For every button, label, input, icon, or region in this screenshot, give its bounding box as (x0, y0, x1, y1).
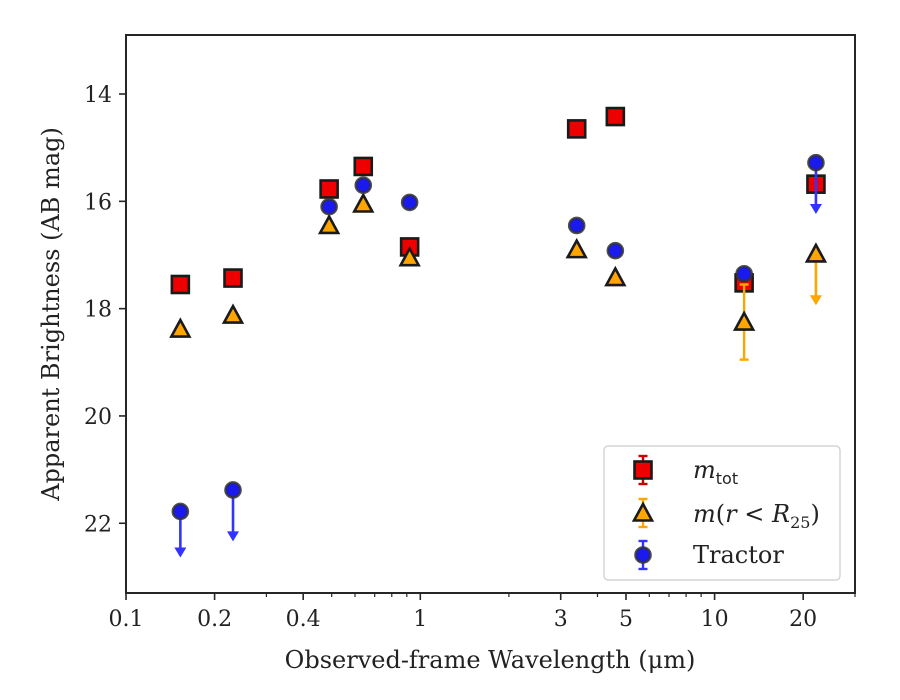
data-marks (169, 106, 828, 558)
y-axis-label: Apparent Brightness (AB mag) (37, 127, 65, 502)
y-tick-label: 22 (84, 512, 112, 537)
data-point (352, 192, 375, 213)
y-tick-label: 20 (84, 405, 112, 430)
data-point (398, 245, 421, 267)
data-point (169, 317, 192, 338)
legend-marker (634, 546, 652, 564)
legend-marker (633, 460, 653, 480)
x-tick-label: 10 (701, 607, 729, 632)
legend-marker (631, 501, 655, 522)
data-point (804, 242, 828, 263)
data-point (735, 264, 753, 283)
data-point (223, 268, 243, 288)
series-1 (169, 192, 828, 361)
x-axis-label: Observed-frame Wavelength (μm) (285, 646, 696, 674)
legend-symbols (631, 454, 655, 571)
x-tick-label: 0.1 (109, 607, 144, 632)
x-tick-label: 3 (554, 607, 568, 632)
data-point (353, 156, 374, 177)
series-2 (171, 153, 825, 558)
plot-frame (125, 34, 856, 594)
data-point (732, 310, 756, 331)
upper-limit-arrow-head (809, 295, 822, 306)
x-tick-label: 1 (413, 607, 427, 632)
upper-limit-arrow-head (174, 547, 187, 558)
upper-limit-arrow-head (809, 204, 822, 215)
data-point (604, 265, 627, 287)
y-tick-label: 18 (84, 298, 112, 323)
legend-label-mtot: mtot (693, 456, 738, 488)
legend-label-mr25: m(r < R25) (693, 500, 820, 532)
data-point (807, 153, 825, 172)
data-point (606, 241, 625, 260)
x-tick-label: 5 (619, 607, 633, 632)
y-tick-label: 14 (84, 83, 112, 108)
x-tick-label: 0.2 (197, 607, 232, 632)
x-tick-label: 0.4 (286, 607, 321, 632)
data-point (605, 106, 626, 127)
data-point (567, 216, 586, 235)
data-point (565, 237, 588, 259)
legend-box (603, 445, 841, 581)
data-point (354, 176, 373, 195)
data-point (400, 193, 419, 212)
data-point (221, 303, 245, 324)
upper-limit-arrow-head (227, 531, 240, 542)
data-point (171, 502, 190, 521)
x-tick-label: 20 (789, 607, 817, 632)
legend-label-tractor: Tractor (693, 541, 784, 569)
legend: mtot m(r < R25) Tractor (603, 445, 841, 581)
data-point (319, 179, 339, 199)
series-0 (170, 106, 826, 295)
axis-ticks: 0.1 0.2 0.4 1 3 5 10 20 14 16 18 20 22 (84, 83, 856, 632)
data-point (566, 119, 587, 139)
data-point (320, 197, 338, 216)
data-point (170, 274, 191, 295)
data-point (317, 213, 341, 235)
y-tick-label: 16 (84, 190, 112, 215)
data-point (224, 481, 242, 499)
